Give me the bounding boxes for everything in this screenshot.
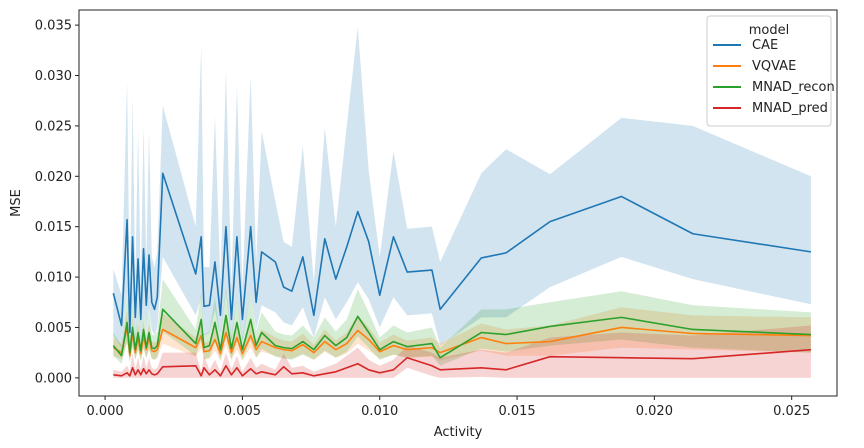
y-axis-label: MSE bbox=[9, 189, 24, 217]
y-tick-label: 0.015 bbox=[35, 220, 72, 235]
series-lines bbox=[112, 172, 812, 377]
x-tick-label: 0.000 bbox=[86, 404, 123, 419]
x-tick-label: 0.020 bbox=[636, 404, 673, 419]
legend-label-mnad-pred: MNAD_pred bbox=[752, 101, 828, 116]
y-tick-label: 0.035 bbox=[35, 19, 72, 34]
y-tick-label: 0.020 bbox=[35, 170, 72, 185]
line-mnad-recon bbox=[112, 308, 811, 359]
x-axis-label: Activity bbox=[434, 425, 483, 440]
legend-title: model bbox=[749, 23, 789, 38]
line-cae bbox=[112, 172, 812, 334]
x-tick-label: 0.010 bbox=[361, 404, 398, 419]
band-mnad-recon bbox=[113, 279, 811, 366]
y-tick-label: 0.025 bbox=[35, 119, 72, 134]
x-tick-label: 0.025 bbox=[773, 404, 810, 419]
legend-items: CAE VQVAE MNAD_recon MNAD_pred bbox=[713, 38, 835, 116]
legend-label-mnad-recon: MNAD_recon bbox=[752, 80, 835, 95]
legend-label-vqvae: VQVAE bbox=[752, 59, 796, 74]
legend-label-cae: CAE bbox=[752, 38, 778, 53]
line-mnad-pred bbox=[113, 348, 811, 377]
y-tick-label: 0.005 bbox=[35, 321, 72, 336]
y-tick-label: 0.010 bbox=[35, 271, 72, 286]
x-axis-ticks: 0.000 0.005 0.010 0.015 0.020 0.025 bbox=[86, 396, 810, 419]
x-tick-label: 0.005 bbox=[224, 404, 261, 419]
y-tick-label: 0.000 bbox=[35, 371, 72, 386]
legend-box bbox=[706, 15, 832, 127]
x-tick-label: 0.015 bbox=[498, 404, 535, 419]
band-cae bbox=[113, 27, 811, 350]
legend: model CAE VQVAE MNAD_recon MNAD_pred bbox=[706, 15, 835, 127]
plot-frame bbox=[78, 9, 838, 397]
band-mnad-pred bbox=[113, 325, 811, 378]
y-axis-ticks: 0.000 0.005 0.010 0.015 0.020 0.025 0.030 0.035 bbox=[35, 19, 79, 386]
y-tick-label: 0.030 bbox=[35, 69, 72, 84]
